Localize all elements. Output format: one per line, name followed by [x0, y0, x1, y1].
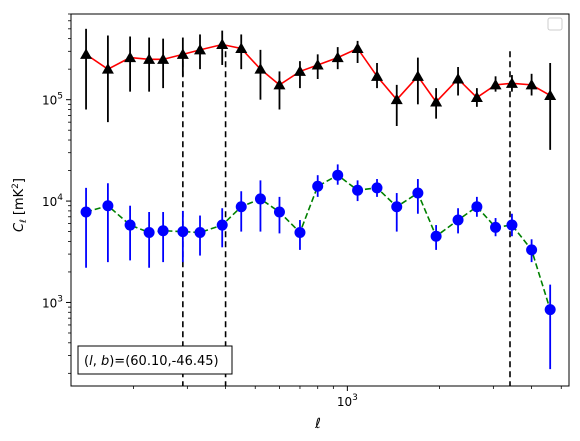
data-point [430, 230, 442, 242]
data-point [312, 180, 324, 192]
annotation-l: l [89, 354, 93, 369]
data-point [176, 48, 189, 59]
series-1 [80, 28, 557, 150]
y-tick-label-base: 10 [42, 296, 57, 310]
annotation-b: b [101, 354, 109, 369]
data-point [411, 70, 424, 81]
data-point [506, 219, 518, 231]
data-point [544, 304, 556, 316]
data-point [470, 91, 483, 103]
data-point [430, 95, 443, 107]
x-axis-title: ℓ [314, 416, 321, 432]
annotation: (l, b)=(60.10,-46.45) [77, 345, 233, 375]
data-point [80, 206, 92, 218]
annotation-box [77, 345, 233, 375]
data-point [490, 221, 502, 233]
data-point [216, 219, 228, 231]
annotation-text: (l, b)=(60.10,-46.45) [84, 354, 219, 369]
y-label-unit-close: ] [12, 178, 27, 183]
data-point [371, 182, 383, 194]
data-point [102, 200, 114, 212]
data-point [80, 48, 93, 59]
data-point [489, 78, 502, 90]
data-point [157, 225, 169, 237]
y-tick-label-exp: 4 [57, 193, 63, 203]
data-point [471, 201, 483, 213]
plot-frame [70, 13, 570, 387]
data-point [332, 169, 344, 181]
data-point [143, 226, 155, 238]
series-2 [80, 164, 556, 370]
data-point [390, 93, 403, 105]
x-tick-label-base: 10 [337, 395, 352, 409]
y-label-unit-exp: 2 [11, 183, 21, 189]
plot-area [71, 14, 569, 386]
data-point [194, 43, 207, 55]
data-point [101, 63, 114, 74]
legend [547, 17, 563, 31]
y-tick-label-exp: 3 [57, 294, 63, 304]
y-tick-label-base: 10 [42, 195, 57, 209]
y-tick-label-base: 10 [42, 94, 57, 108]
data-point [273, 206, 285, 218]
data-point [544, 89, 557, 100]
data-point [294, 226, 306, 238]
data-point [273, 78, 286, 90]
y-label-subscript: ℓ [19, 219, 29, 224]
x-tick-label-exp: 3 [352, 393, 358, 403]
y-label-symbol: C [12, 222, 27, 232]
data-point [331, 51, 344, 63]
y-tick-label-exp: 5 [57, 92, 63, 102]
y-tick-label: 105 [42, 92, 63, 108]
data-point [177, 226, 189, 238]
data-point [235, 201, 247, 213]
data-point [452, 214, 464, 226]
data-point [254, 63, 267, 74]
legend-box [547, 17, 563, 31]
data-point [311, 58, 324, 70]
data-point [351, 42, 364, 53]
y-tick-label: 104 [42, 193, 63, 209]
data-point [452, 72, 465, 84]
y-axis-title: Cℓ [mK2] [11, 178, 29, 232]
data-point [235, 42, 248, 53]
data-point [124, 219, 136, 231]
data-point [526, 244, 538, 256]
data-point [194, 226, 206, 238]
data-point [371, 70, 384, 81]
reference-lines [182, 51, 511, 386]
data-point [505, 77, 518, 88]
data-point [157, 53, 170, 64]
data-point [216, 38, 229, 50]
y-axis-label: Cℓ [mK2] [11, 178, 29, 232]
x-tick-label: 103 [337, 393, 358, 409]
data-point [124, 51, 137, 63]
data-point [254, 193, 266, 205]
y-tick-label: 103 [42, 294, 63, 310]
data-point [525, 78, 538, 90]
data-point [352, 184, 364, 196]
data-point [412, 187, 424, 199]
x-axis-label: ℓ [314, 416, 321, 432]
data-point [391, 201, 403, 213]
y-label-unit: [mK [12, 188, 27, 219]
data-point [143, 53, 156, 64]
data-point [293, 65, 306, 76]
data-series [80, 28, 557, 370]
